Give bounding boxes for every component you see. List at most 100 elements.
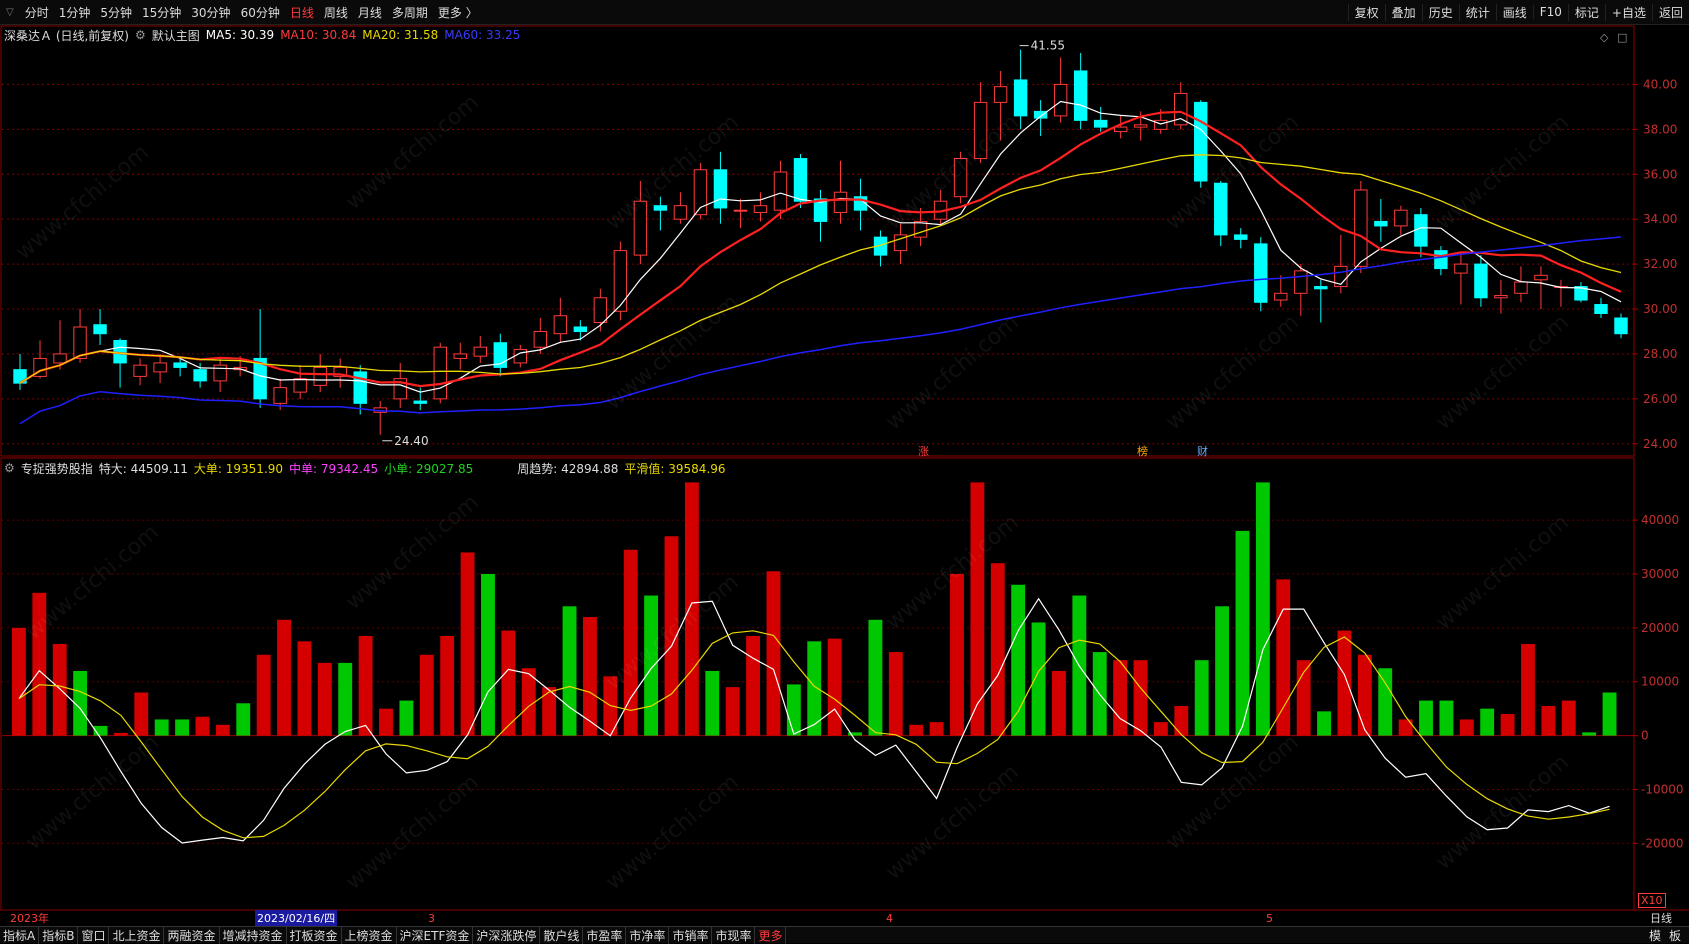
bottom-tab-12[interactable]: 市净率 xyxy=(626,926,670,944)
candle-body xyxy=(1073,70,1088,121)
indicator-tick-label: 0 xyxy=(1641,729,1649,743)
indicator-bar xyxy=(909,724,924,736)
period-5min[interactable]: 5分钟 xyxy=(100,5,132,20)
time-axis: 2023年 2023/02/16/四 3 4 5 日线 xyxy=(0,910,1689,926)
indicator-bar xyxy=(1561,700,1576,736)
marker-zhang[interactable]: 涨 xyxy=(918,445,929,458)
period-30min[interactable]: 30分钟 xyxy=(191,5,231,20)
candle-body xyxy=(313,366,327,386)
bottom-tab-11[interactable]: 市盈率 xyxy=(583,926,627,944)
period-15min[interactable]: 15分钟 xyxy=(142,5,182,20)
bottom-tab-0[interactable]: 指标A xyxy=(0,926,40,944)
candle-body xyxy=(1113,126,1128,133)
main-chart-name[interactable]: 默认主图 xyxy=(151,28,200,43)
indicator-tick-label: -10000 xyxy=(1641,782,1684,796)
price-tick-label: 24.00 xyxy=(1643,437,1677,451)
bottom-tab-10[interactable]: 散户线 xyxy=(540,926,584,944)
indicator-bar xyxy=(1276,579,1291,736)
bottom-tab-13[interactable]: 市销率 xyxy=(669,926,713,944)
mark-button[interactable]: 标记 xyxy=(1567,3,1605,21)
marker-cai[interactable]: 财 xyxy=(1197,445,1208,458)
period-1min[interactable]: 1分钟 xyxy=(58,5,91,20)
bottom-tab-9[interactable]: 沪深涨跌停 xyxy=(473,926,541,944)
bottom-tab-8[interactable]: 沪深ETF资金 xyxy=(397,926,474,944)
xaxis-year: 2023年 xyxy=(10,912,49,925)
xiao-dan-label: 小单: 29027.85 xyxy=(384,461,474,476)
gear-icon[interactable]: ⚙ xyxy=(135,28,146,42)
indicator-bar xyxy=(1480,708,1495,736)
bottom-tab-3[interactable]: 北上资金 xyxy=(109,926,165,944)
xaxis-may: 5 xyxy=(1266,911,1273,925)
draw-button[interactable]: 画线 xyxy=(1495,3,1533,21)
period-label: 日线 xyxy=(1650,912,1672,925)
diamond-icon[interactable]: ◇ xyxy=(1600,31,1609,44)
candle-body xyxy=(1594,304,1608,315)
period-daily[interactable]: 日线 xyxy=(289,5,314,20)
bottom-tab-14[interactable]: 市现率 xyxy=(712,926,756,944)
candle-body xyxy=(893,234,908,252)
indicator-bar xyxy=(868,619,883,736)
period-multi[interactable]: 多周期 xyxy=(391,5,428,20)
indicator-bar xyxy=(93,725,108,736)
toolbar-menu-icon[interactable]: ▽ xyxy=(6,6,14,18)
scale-badge[interactable]: X10 xyxy=(1638,893,1666,908)
template-button-0[interactable]: 模 xyxy=(1648,928,1661,943)
candle-body xyxy=(973,101,988,160)
indicator-bar xyxy=(664,536,679,736)
indicator-bar xyxy=(419,654,434,736)
f10-button[interactable]: F10 xyxy=(1532,5,1568,19)
overlay-button[interactable]: 叠加 xyxy=(1384,3,1422,21)
template-button-1[interactable]: 板 xyxy=(1668,928,1681,943)
ma5-label: MA5: 30.39 xyxy=(205,28,275,42)
indicator-bar xyxy=(1174,705,1189,736)
indicator-bar xyxy=(399,700,414,736)
period-60min[interactable]: 60分钟 xyxy=(240,5,280,20)
indicator-bar xyxy=(990,563,1005,736)
history-button[interactable]: 历史 xyxy=(1421,3,1459,21)
candle-body xyxy=(433,346,447,400)
indicator-tick-label: 10000 xyxy=(1641,675,1679,689)
indicator-bar xyxy=(1153,722,1168,736)
period-monthly[interactable]: 月线 xyxy=(357,5,382,20)
ma-lines: 41.55 24.40 xyxy=(19,39,1622,448)
candle-body xyxy=(1093,119,1108,128)
indicator-bar xyxy=(1031,622,1046,736)
candles-group xyxy=(13,49,1628,435)
indicator-bar xyxy=(1113,660,1128,736)
candle-body xyxy=(333,366,347,377)
indicator-bar xyxy=(1582,732,1597,736)
period-weekly[interactable]: 周线 xyxy=(323,5,348,20)
marker-bang[interactable]: 榜 xyxy=(1137,445,1148,458)
add-watchlist-button[interactable]: +自选 xyxy=(1604,3,1652,21)
window-icon[interactable]: □ xyxy=(1617,31,1628,44)
indicator-tick-label: 20000 xyxy=(1641,621,1679,635)
period-more[interactable]: 更多 〉 xyxy=(437,5,478,20)
candle-body xyxy=(793,158,808,202)
candle-body xyxy=(693,169,708,216)
candle-body xyxy=(53,353,67,364)
back-button[interactable]: 返回 xyxy=(1651,3,1689,21)
stats-button[interactable]: 统计 xyxy=(1458,3,1496,21)
candle-body xyxy=(833,191,848,213)
candle-body xyxy=(1374,220,1388,227)
settings-icon[interactable]: ⚙ xyxy=(4,461,15,475)
fuquan-button[interactable]: 复权 xyxy=(1347,3,1385,21)
ma20-label: MA20: 31.58 xyxy=(362,28,439,42)
bottom-tab-7[interactable]: 上榜资金 xyxy=(342,926,397,944)
price-tick-label: 32.00 xyxy=(1643,257,1677,271)
bottom-tab-6[interactable]: 打板资金 xyxy=(287,926,342,944)
stock-name[interactable]: 深桑达Ａ (日线,前复权) xyxy=(4,28,129,43)
candle-body xyxy=(1514,281,1528,294)
period-fenshi[interactable]: 分时 xyxy=(24,5,49,20)
indicator-name[interactable]: 专捉强势股指 xyxy=(20,461,93,476)
xaxis-march: 3 xyxy=(428,911,435,925)
bottom-tab-4[interactable]: 两融资金 xyxy=(164,926,220,944)
candle-body xyxy=(453,353,467,359)
bottom-tab-1[interactable]: 指标B xyxy=(39,926,79,944)
bottom-tab-2[interactable]: 窗口 xyxy=(78,926,110,944)
bottom-tab-5[interactable]: 增减持资金 xyxy=(220,926,287,944)
indicator-bar xyxy=(725,687,740,736)
candle-body xyxy=(173,362,187,368)
bottom-tab-15[interactable]: 更多 xyxy=(755,926,787,944)
